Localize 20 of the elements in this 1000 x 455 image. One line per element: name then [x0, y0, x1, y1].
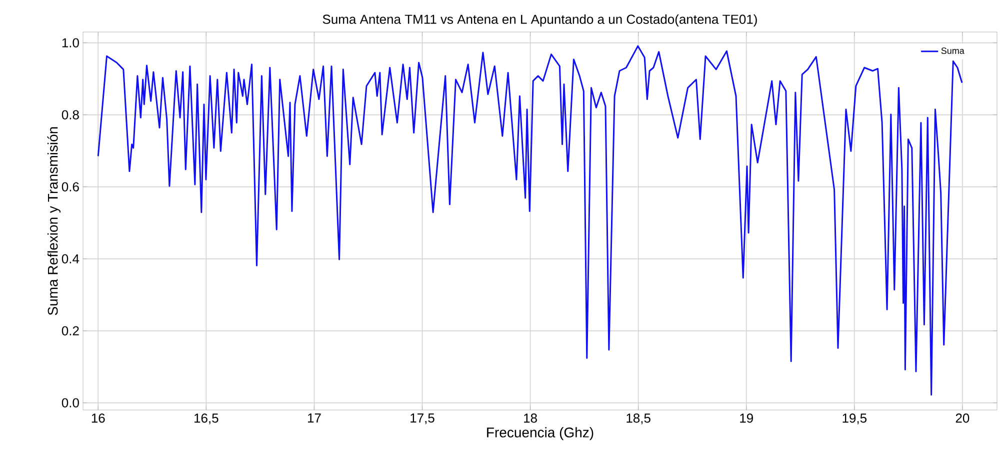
x-tick-label: 16,5	[194, 414, 218, 424]
y-tick-label: 0.6	[62, 182, 79, 192]
y-tick-label: 0.2	[62, 326, 79, 336]
y-tick-label: 0.8	[62, 110, 79, 120]
x-tick-label: 18	[524, 414, 537, 423]
y-tick-label: 1.0	[62, 38, 79, 48]
x-tick-label: 20	[956, 414, 970, 423]
x-tick-label: 19,5	[842, 414, 866, 424]
x-tick-label: 19	[740, 414, 753, 423]
y-axis-title: Suma Reflexion y Transmisión	[47, 127, 61, 316]
line-series	[97, 45, 963, 396]
legend-label: Suma	[941, 48, 964, 54]
y-tick-label: 0.0	[62, 398, 79, 408]
x-tick-label: 17,5	[410, 414, 434, 424]
x-tick-label: 16	[92, 414, 105, 423]
x-axis-title: Frecuencia (Ghz)	[487, 427, 594, 440]
x-tick-label: 18,5	[626, 414, 650, 424]
chart-title: Suma Antena TM11 vs Antena en L Apuntando a un Costado(antena TE01)	[322, 14, 757, 26]
y-tick-label: 0.4	[62, 254, 80, 264]
x-tick-label: 17	[308, 414, 321, 422]
